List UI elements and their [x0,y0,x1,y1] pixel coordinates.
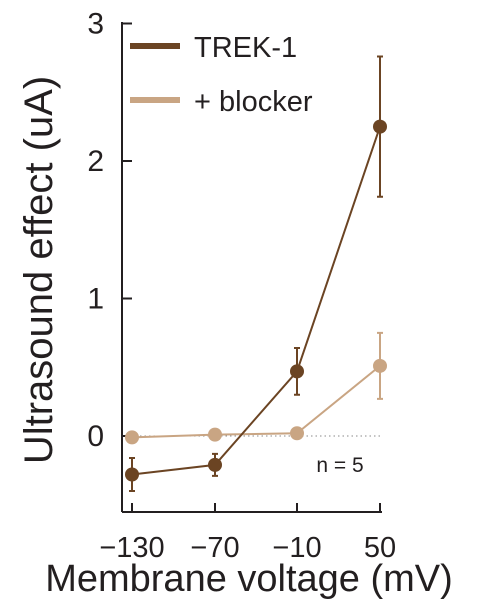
legend-label-trek1: TREK-1 [194,32,297,64]
x-tick-label--70: −70 [190,532,239,564]
y-tick-label-3: 3 [87,8,104,41]
axes [121,22,382,513]
legend-label-blocker: + blocker [194,86,313,118]
data-point-trek-1-2 [290,364,304,379]
x-tick-label-50: 50 [364,532,396,564]
data-point-trek-1-1 [208,457,222,472]
y-axis-title: Ultrasound effect (uA) [17,76,61,464]
data-point-blocker-3 [373,358,387,373]
x-tick-label--10: −10 [272,532,321,564]
legend: TREK-1 + blocker [130,32,313,118]
data-point-blocker-0 [125,430,139,445]
series-layer [125,55,387,492]
data-point-blocker-1 [208,427,222,442]
y-ticks: 0 1 2 3 [87,8,132,453]
x-axis-title: Membrane voltage (mV) [45,558,453,600]
series-blocker [125,331,387,445]
series-line-trek-1 [131,126,381,476]
annotation-n: n = 5 [316,454,363,477]
y-tick-label-2: 2 [87,145,104,178]
y-tick-label-0: 0 [87,420,104,453]
series-line-blocker [131,365,381,439]
y-tick-label-1: 1 [87,283,104,316]
data-point-trek-1-0 [125,467,139,482]
series-trek-1 [125,55,387,492]
x-tick-label--130: −130 [99,532,164,564]
x-ticks: −130 −70 −10 50 [99,503,396,564]
data-point-blocker-2 [290,426,304,441]
data-point-trek-1-3 [373,119,387,134]
